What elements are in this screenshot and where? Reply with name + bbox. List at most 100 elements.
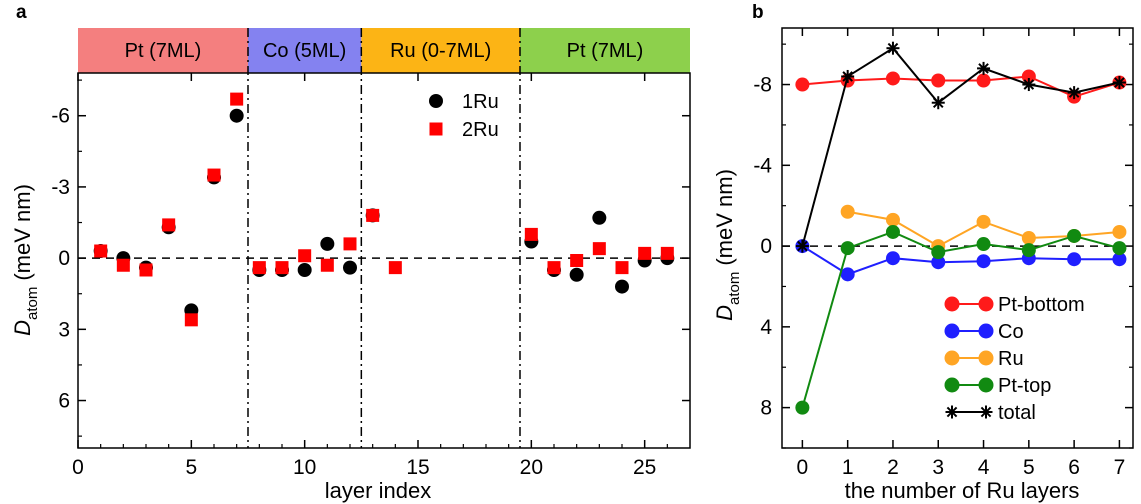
data-point: [252, 261, 266, 275]
y-tick-label: 3: [58, 318, 70, 341]
data-point: [116, 258, 130, 272]
x-tick-label: 5: [1023, 456, 1035, 479]
region-bands: Pt (7ML) Co (5ML) Ru (0-7ML) Pt (7ML): [78, 28, 690, 73]
data-point-pt-top: [931, 245, 946, 260]
series-line-co: [801, 245, 1120, 276]
panel-b-label: b: [752, 2, 764, 23]
data-point-total: [1067, 86, 1081, 100]
data-point-co: [931, 255, 946, 270]
panel-b-y-axis-title: Datom (meV nm): [712, 169, 743, 321]
panel-b-ticks: 0 1 2 3 4 5 6 7 -8 -4 0 4 8: [753, 28, 1133, 479]
panel-a-y-axis-unit: (meV nm): [10, 184, 35, 281]
region-band-2: [248, 28, 362, 73]
panel-a-data-points: [93, 92, 675, 327]
panel-a-y-axis-title: Datom (meV nm): [10, 184, 41, 336]
panel-b-legend: Pt-bottom Co Ru Pt-top total: [944, 294, 1085, 424]
plot-area-border: [77, 72, 691, 449]
region-band-label-2: Co (5ML): [263, 40, 346, 62]
legend-label-pt-top: Pt-top: [998, 375, 1051, 397]
data-point: [547, 261, 561, 275]
legend-label-1ru: 1Ru: [462, 91, 499, 113]
svg-text:Datom(meV nm): Datom (meV nm): [10, 184, 41, 336]
data-point: [230, 92, 244, 106]
x-tick-label: 10: [293, 456, 316, 479]
x-tick-label: 1: [842, 456, 854, 479]
x-tick-label: 3: [932, 456, 944, 479]
legend-label-ru: Ru: [998, 348, 1024, 370]
y-tick-label: -8: [753, 74, 772, 97]
data-point-pt-top: [1021, 243, 1036, 258]
series-line-pt-top: [801, 230, 1120, 408]
x-tick-label: 0: [797, 456, 809, 479]
x-tick-label: 2: [887, 456, 899, 479]
data-point: [207, 168, 221, 182]
y-tick-label: -3: [51, 176, 70, 199]
panel-a-label: a: [16, 2, 27, 23]
legend-marker-pt-bottom: [978, 296, 994, 312]
x-tick-label: 6: [1068, 456, 1080, 479]
panel-b-y-axis-subscript: atom: [726, 272, 743, 305]
y-tick-label: 8: [760, 397, 772, 420]
data-point-total: [886, 41, 900, 55]
region-band-label-1: Pt (7ML): [125, 40, 202, 62]
legend-marker-co: [944, 323, 960, 339]
data-point-pt-bottom: [931, 73, 946, 88]
data-point-pt-top: [1067, 228, 1082, 243]
data-point: [569, 267, 584, 282]
data-point: [297, 262, 312, 277]
data-point: [615, 279, 629, 294]
panel-b-y-axis-symbol: D: [712, 305, 737, 321]
x-tick-label: 5: [185, 456, 197, 479]
data-point-ru: [1112, 224, 1127, 239]
panel-a-y-axis-symbol: D: [10, 320, 35, 336]
region-band-3: [361, 28, 520, 73]
data-point-pt-top: [885, 224, 900, 239]
data-point-pt-top: [795, 400, 810, 415]
panel-a-frame: [77, 72, 691, 449]
data-point-total: [795, 239, 809, 253]
y-tick-label: -6: [51, 105, 70, 128]
data-point: [298, 249, 312, 263]
data-point-ru: [976, 214, 991, 229]
data-point: [615, 261, 629, 275]
y-tick-label: -4: [753, 154, 772, 177]
x-tick-label: 20: [520, 456, 543, 479]
series-pt-top: [795, 224, 1127, 415]
data-point: [320, 258, 334, 272]
data-point-co: [1067, 252, 1082, 267]
panel-a-x-axis-title: layer index: [325, 478, 431, 503]
region-band-4: [520, 28, 690, 73]
data-point: [94, 244, 108, 258]
data-point: [592, 242, 606, 256]
panel-b-frame: [781, 27, 1134, 449]
series-2ru: [94, 92, 674, 327]
data-point-co: [976, 254, 991, 269]
region-band-1: [78, 28, 248, 73]
data-point: [320, 236, 335, 251]
y-tick-label: 0: [58, 247, 70, 270]
panel-a-ticks: 0 5 10 15 20 25 -6 -3 0 3 6: [51, 73, 690, 479]
data-point-pt-top: [840, 241, 855, 256]
data-point-pt-top: [976, 237, 991, 252]
legend-marker-pt-bottom: [944, 296, 960, 312]
region-band-label-4: Pt (7ML): [567, 40, 644, 62]
data-point: [638, 246, 652, 260]
data-point: [229, 108, 244, 123]
x-tick-label: 15: [406, 456, 429, 479]
data-point-pt-bottom: [795, 77, 810, 92]
data-point: [343, 237, 357, 251]
legend-marker-ru: [978, 350, 994, 366]
region-band-label-3: Ru (0-7ML): [390, 40, 491, 62]
data-point: [592, 210, 607, 225]
panel-a: a Pt (7ML) Co (5ML) Ru (0-7ML) Pt (7ML) 0 5 1…: [10, 2, 691, 503]
data-point-pt-top: [1112, 241, 1127, 256]
data-point-total: [1022, 78, 1036, 92]
legend-marker-co: [978, 323, 994, 339]
data-point-total: [841, 69, 855, 83]
data-point-pt-bottom: [976, 73, 991, 88]
x-tick-label: 7: [1114, 456, 1126, 479]
data-point-total: [931, 96, 945, 110]
legend-marker-2ru: [429, 122, 443, 136]
